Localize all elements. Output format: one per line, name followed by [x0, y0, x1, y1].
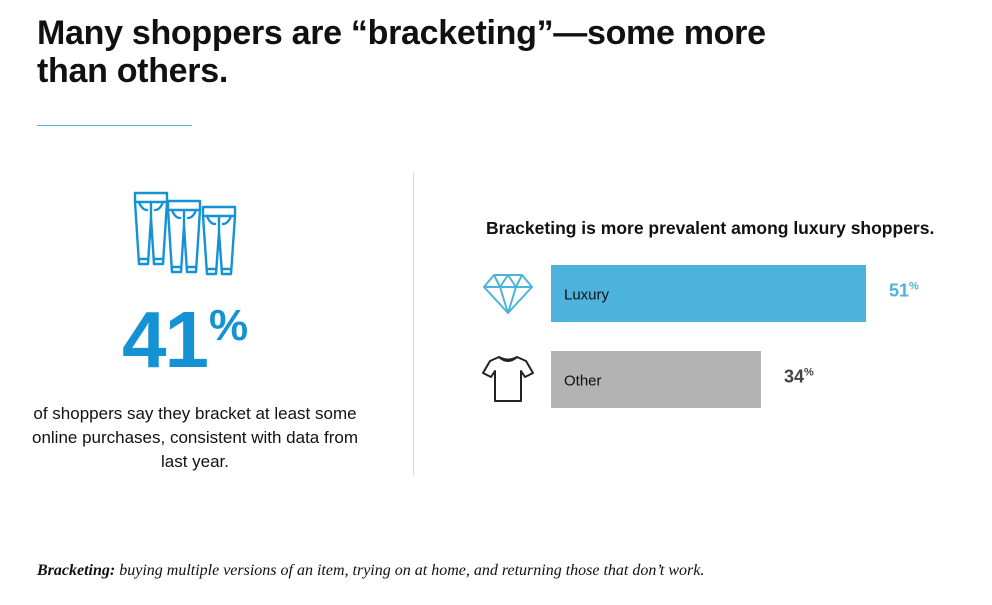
page-title: Many shoppers are “bracketing”—some more… [37, 14, 937, 90]
jeans-icon [133, 191, 237, 276]
bar-value-label: 51% [889, 281, 919, 301]
headline-stat: 41% [122, 300, 248, 384]
footnote-definition: buying multiple versions of an item, try… [115, 562, 705, 579]
headline-stat-value: 41 [122, 295, 209, 384]
footnote-term: Bracketing: [37, 562, 116, 579]
diamond-icon [483, 274, 533, 314]
headline-stat-unit: % [208, 301, 249, 350]
bar-value-label: 34% [784, 367, 814, 387]
page-title-line-1: Many shoppers are “bracketing”—some more [37, 14, 766, 52]
bar-other [551, 351, 761, 408]
tshirt-icon [482, 356, 534, 402]
bar-category-label: Other [564, 373, 602, 390]
bar-luxury [551, 265, 866, 322]
headline-stat-description: of shoppers say they bracket at least so… [31, 404, 358, 471]
bar-category-label: Luxury [564, 287, 610, 304]
bar-value-unit: % [804, 367, 814, 379]
vertical-divider [413, 173, 414, 475]
chart-title: Bracketing is more prevalent among luxur… [486, 218, 935, 238]
page-title-line-2: than others. [37, 52, 228, 90]
bar-value-unit: % [909, 281, 919, 293]
footnote: Bracketing: buying multiple versions of … [37, 562, 957, 580]
title-underline [37, 125, 192, 126]
bar-chart: Luxury 51% Other 34% [482, 265, 919, 408]
